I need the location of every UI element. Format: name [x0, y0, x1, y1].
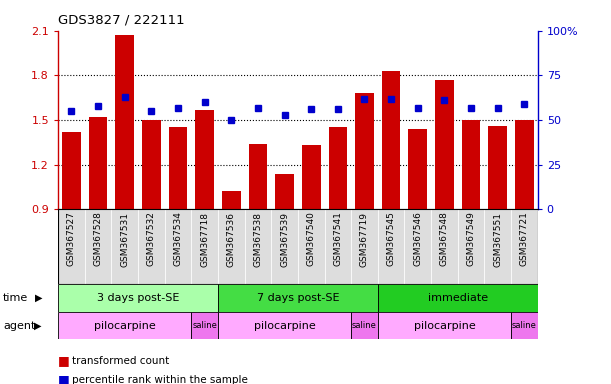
- Bar: [89, 117, 108, 209]
- Bar: [324, 209, 351, 284]
- Text: ■: ■: [58, 373, 70, 384]
- Bar: [164, 209, 191, 284]
- Text: GSM367548: GSM367548: [440, 212, 449, 266]
- Bar: [271, 209, 298, 284]
- Bar: [218, 284, 378, 312]
- Bar: [458, 209, 485, 284]
- Bar: [435, 80, 454, 209]
- Bar: [511, 312, 538, 339]
- Text: transformed count: transformed count: [72, 356, 169, 366]
- Bar: [169, 127, 188, 209]
- Text: GSM367551: GSM367551: [493, 212, 502, 266]
- Bar: [404, 209, 431, 284]
- Bar: [218, 209, 244, 284]
- Text: GDS3827 / 222111: GDS3827 / 222111: [58, 13, 185, 26]
- Text: saline: saline: [192, 321, 217, 330]
- Bar: [191, 312, 218, 339]
- Text: saline: saline: [512, 321, 537, 330]
- Text: GSM367527: GSM367527: [67, 212, 76, 266]
- Text: GSM367532: GSM367532: [147, 212, 156, 266]
- Bar: [378, 284, 538, 312]
- Bar: [378, 312, 511, 339]
- Bar: [351, 312, 378, 339]
- Bar: [58, 284, 218, 312]
- Text: ▶: ▶: [34, 321, 41, 331]
- Bar: [218, 312, 351, 339]
- Text: GSM367539: GSM367539: [280, 212, 289, 266]
- Text: GSM367534: GSM367534: [174, 212, 183, 266]
- Bar: [62, 132, 81, 209]
- Bar: [196, 109, 214, 209]
- Text: ▶: ▶: [35, 293, 43, 303]
- Bar: [485, 209, 511, 284]
- Bar: [511, 209, 538, 284]
- Bar: [408, 129, 427, 209]
- Text: percentile rank within the sample: percentile rank within the sample: [72, 375, 248, 384]
- Bar: [111, 209, 138, 284]
- Bar: [378, 209, 404, 284]
- Text: ■: ■: [58, 354, 70, 367]
- Text: 3 days post-SE: 3 days post-SE: [97, 293, 179, 303]
- Bar: [58, 209, 85, 284]
- Text: GSM367721: GSM367721: [520, 212, 529, 266]
- Bar: [85, 209, 111, 284]
- Text: agent: agent: [3, 321, 35, 331]
- Bar: [355, 93, 374, 209]
- Text: GSM367538: GSM367538: [254, 212, 262, 266]
- Text: 7 days post-SE: 7 days post-SE: [257, 293, 339, 303]
- Bar: [298, 209, 324, 284]
- Text: pilocarpine: pilocarpine: [93, 321, 156, 331]
- Bar: [142, 120, 161, 209]
- Text: GSM367546: GSM367546: [413, 212, 422, 266]
- Bar: [515, 120, 533, 209]
- Text: GSM367536: GSM367536: [227, 212, 236, 266]
- Bar: [382, 71, 400, 209]
- Text: GSM367540: GSM367540: [307, 212, 316, 266]
- Bar: [275, 174, 294, 209]
- Text: GSM367541: GSM367541: [334, 212, 342, 266]
- Text: GSM367531: GSM367531: [120, 212, 129, 266]
- Bar: [351, 209, 378, 284]
- Text: saline: saline: [352, 321, 377, 330]
- Bar: [249, 144, 267, 209]
- Text: pilocarpine: pilocarpine: [414, 321, 475, 331]
- Text: GSM367545: GSM367545: [387, 212, 396, 266]
- Text: GSM367549: GSM367549: [467, 212, 475, 266]
- Bar: [138, 209, 164, 284]
- Text: time: time: [3, 293, 28, 303]
- Text: GSM367718: GSM367718: [200, 212, 209, 266]
- Bar: [191, 209, 218, 284]
- Bar: [115, 35, 134, 209]
- Text: immediate: immediate: [428, 293, 488, 303]
- Bar: [244, 209, 271, 284]
- Bar: [222, 192, 241, 209]
- Bar: [329, 127, 347, 209]
- Text: pilocarpine: pilocarpine: [254, 321, 315, 331]
- Bar: [302, 145, 321, 209]
- Text: GSM367719: GSM367719: [360, 212, 369, 266]
- Bar: [431, 209, 458, 284]
- Bar: [58, 312, 191, 339]
- Bar: [462, 120, 480, 209]
- Text: GSM367528: GSM367528: [93, 212, 103, 266]
- Bar: [488, 126, 507, 209]
